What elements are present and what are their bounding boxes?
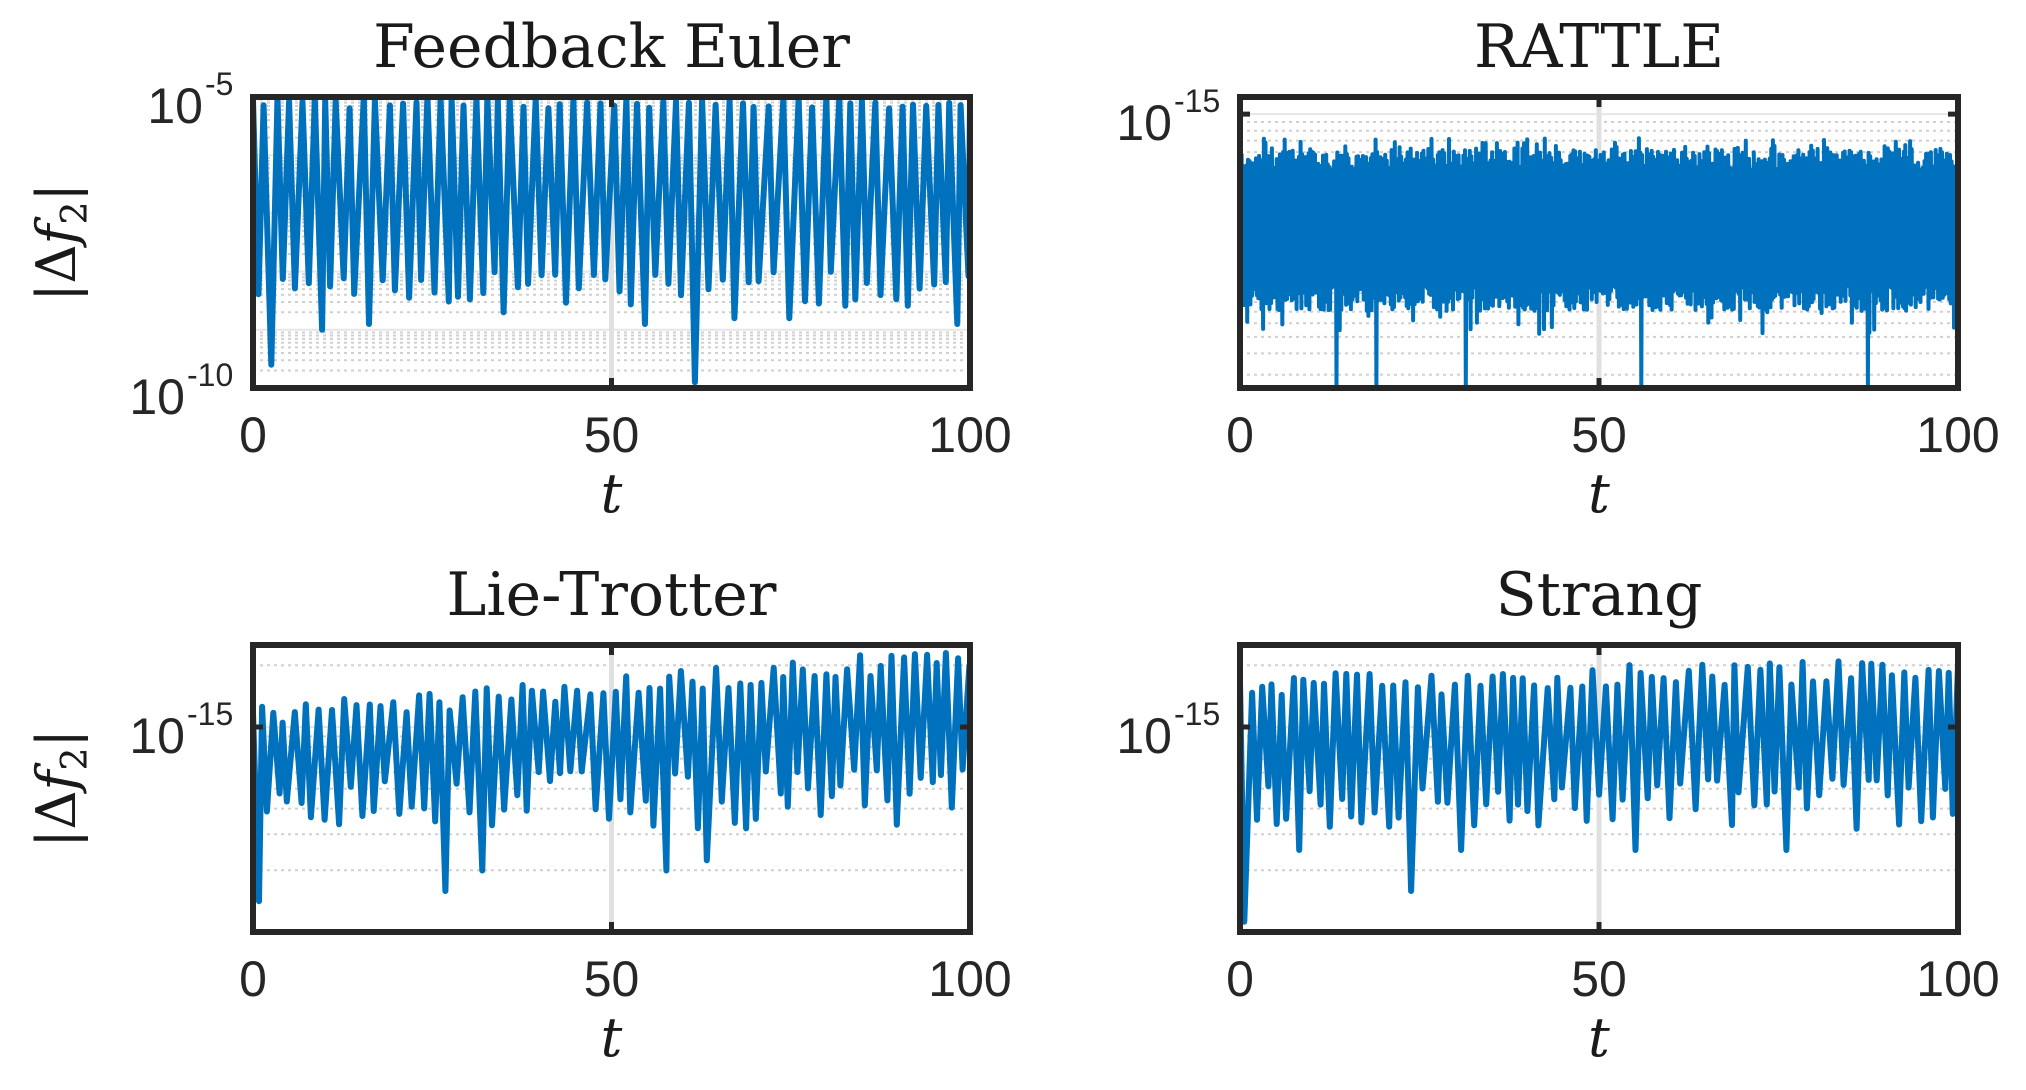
y-tick-label: 10 — [147, 78, 203, 134]
y-label-subscript: 2 — [55, 748, 96, 771]
x-axis-label: t — [1588, 462, 1610, 525]
y-label-subscript: 2 — [55, 202, 96, 225]
subplot-title: Lie-Trotter — [447, 560, 777, 630]
y-label-prefix: |Δ — [25, 790, 88, 847]
y-label-prefix: |Δ — [25, 244, 88, 301]
x-tick-label: 100 — [1916, 951, 1999, 1007]
x-tick-label: 50 — [584, 407, 640, 463]
y-label-subscript: 2 — [55, 748, 96, 771]
y-tick-label: 10 — [129, 708, 185, 764]
y-label-close: | — [25, 183, 88, 201]
x-tick-label: 50 — [1571, 407, 1627, 463]
y-axis-label: |Δf2| — [25, 183, 96, 301]
x-tick-label: 100 — [928, 407, 1011, 463]
y-label-close: | — [25, 729, 88, 747]
y-tick-exponent: -15 — [1174, 696, 1220, 732]
y-tick-exponent: -5 — [205, 66, 233, 102]
series-line-1 — [253, 650, 970, 905]
y-label-close: | — [25, 729, 88, 747]
y-tick-exponent: -10 — [187, 357, 233, 393]
subplot-title: Strang — [1496, 560, 1703, 630]
y-tick-exponent: -15 — [187, 696, 233, 732]
x-tick-label: 100 — [928, 951, 1011, 1007]
subplot-3: 0 50 100 10 -15 Lie-Trotter t |Δf2| — [25, 560, 1012, 1069]
x-tick-label: 0 — [239, 951, 267, 1007]
x-axis-label: t — [601, 462, 623, 525]
x-tick-label: 50 — [1571, 951, 1627, 1007]
series-line-1 — [1240, 136, 1958, 388]
x-tick-label: 100 — [1916, 407, 1999, 463]
x-tick-label: 0 — [1226, 951, 1254, 1007]
x-tick-label: 0 — [239, 407, 267, 463]
y-label-close: | — [25, 183, 88, 201]
x-axis-label: t — [601, 1006, 623, 1069]
y-tick-label: 10 — [1116, 708, 1172, 764]
subplot-title: Feedback Euler — [373, 12, 850, 82]
y-tick-exponent: -15 — [1174, 83, 1220, 119]
y-label-prefix: |Δ — [25, 790, 88, 847]
series-line-1 — [253, 97, 970, 386]
y-axis-label: |Δf2| — [25, 183, 96, 301]
y-label-prefix: |Δ — [25, 244, 88, 301]
series-line-1 — [1240, 658, 1958, 925]
subplot-title: RATTLE — [1474, 12, 1724, 82]
y-axis-label: |Δf2| — [25, 729, 96, 847]
x-tick-label: 0 — [1226, 407, 1254, 463]
y-tick-label: 10 — [1116, 95, 1172, 151]
x-axis-label: t — [1588, 1006, 1610, 1069]
x-tick-label: 50 — [584, 951, 640, 1007]
y-tick-label: 10 — [129, 369, 185, 425]
y-label-subscript: 2 — [55, 202, 96, 225]
